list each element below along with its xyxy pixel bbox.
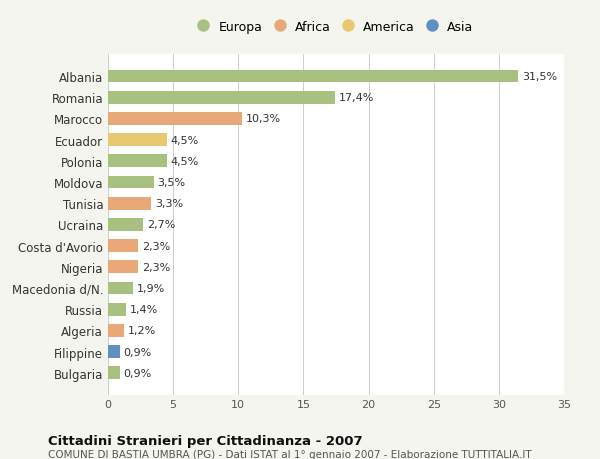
Text: Cittadini Stranieri per Cittadinanza - 2007: Cittadini Stranieri per Cittadinanza - 2… bbox=[48, 434, 362, 447]
Text: 0,9%: 0,9% bbox=[124, 368, 152, 378]
Text: 4,5%: 4,5% bbox=[170, 157, 199, 167]
Text: 1,4%: 1,4% bbox=[130, 304, 158, 314]
Bar bbox=[108, 261, 138, 274]
Text: 31,5%: 31,5% bbox=[523, 72, 557, 82]
Text: 0,9%: 0,9% bbox=[124, 347, 152, 357]
Text: 3,5%: 3,5% bbox=[158, 178, 185, 188]
Bar bbox=[108, 92, 335, 104]
Legend: Europa, Africa, America, Asia: Europa, Africa, America, Asia bbox=[194, 17, 478, 38]
Bar bbox=[108, 197, 151, 210]
Bar bbox=[108, 325, 124, 337]
Text: 2,3%: 2,3% bbox=[142, 241, 170, 251]
Bar bbox=[108, 155, 167, 168]
Text: 1,2%: 1,2% bbox=[128, 326, 156, 336]
Bar bbox=[108, 113, 242, 125]
Text: COMUNE DI BASTIA UMBRA (PG) - Dati ISTAT al 1° gennaio 2007 - Elaborazione TUTTI: COMUNE DI BASTIA UMBRA (PG) - Dati ISTAT… bbox=[48, 449, 532, 459]
Bar bbox=[108, 240, 138, 252]
Text: 4,5%: 4,5% bbox=[170, 135, 199, 146]
Bar bbox=[108, 367, 120, 379]
Bar bbox=[108, 71, 518, 83]
Bar bbox=[108, 218, 143, 231]
Bar bbox=[108, 303, 126, 316]
Bar bbox=[108, 176, 154, 189]
Bar bbox=[108, 282, 133, 295]
Text: 3,3%: 3,3% bbox=[155, 199, 183, 209]
Text: 10,3%: 10,3% bbox=[246, 114, 281, 124]
Bar bbox=[108, 346, 120, 358]
Text: 1,9%: 1,9% bbox=[137, 283, 165, 293]
Text: 2,7%: 2,7% bbox=[147, 220, 175, 230]
Text: 17,4%: 17,4% bbox=[338, 93, 374, 103]
Text: 2,3%: 2,3% bbox=[142, 262, 170, 272]
Bar bbox=[108, 134, 167, 147]
